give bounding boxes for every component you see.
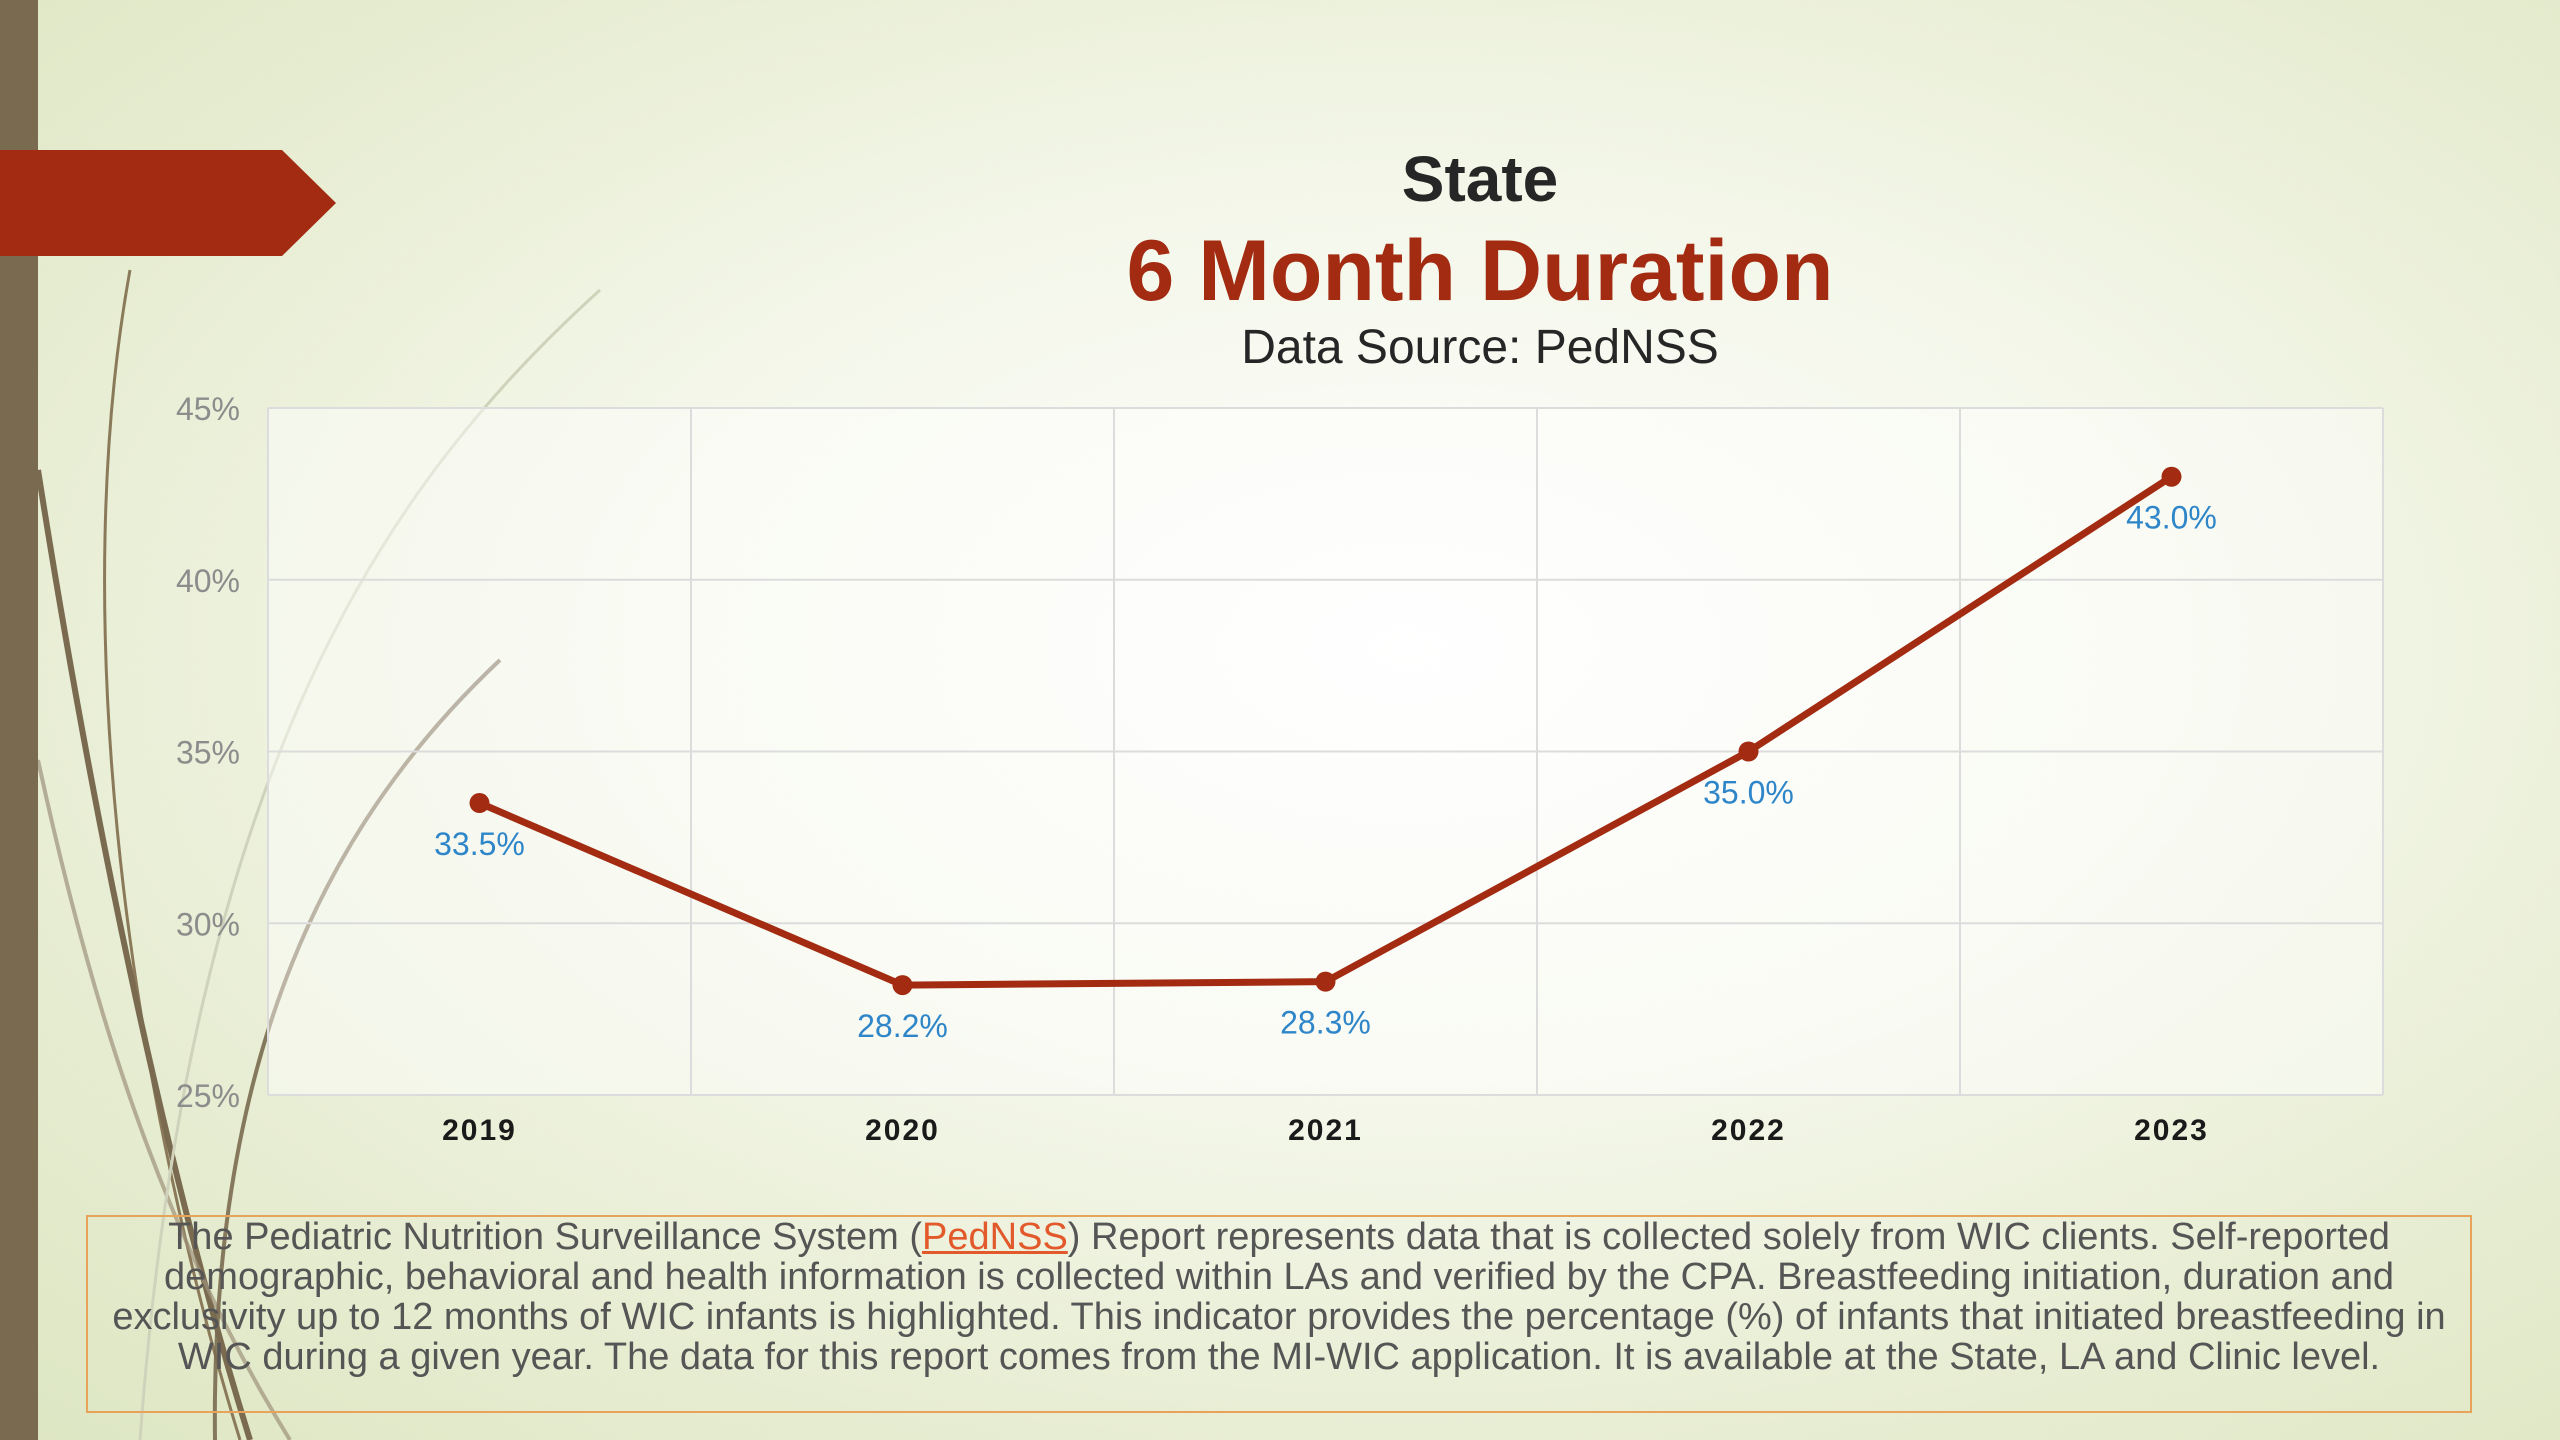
data-label: 28.2% — [857, 1008, 948, 1044]
caption-text-end: ) Report represents data that is collect… — [112, 1216, 2446, 1378]
data-point — [1738, 741, 1759, 762]
data-source-label: Data Source: PedNSS — [1241, 321, 1719, 374]
y-tick-label: 35% — [176, 735, 240, 771]
y-tick-label: 40% — [176, 563, 240, 599]
chart-title: State — [1401, 143, 1559, 215]
x-tick-label: 2019 — [442, 1114, 517, 1147]
data-label: 28.3% — [1280, 1005, 1371, 1041]
x-tick-label: 2023 — [2134, 1114, 2209, 1147]
y-tick-label: 25% — [176, 1078, 240, 1114]
data-label: 35.0% — [1703, 775, 1794, 811]
x-tick-label: 2022 — [1711, 1114, 1786, 1147]
data-label: 43.0% — [2126, 500, 2217, 536]
caption-text-start: The Pediatric Nutrition Surveillance Sys… — [168, 1216, 923, 1258]
chart-subtitle: 6 Month Duration — [1126, 223, 1834, 319]
x-tick-label: 2021 — [1288, 1114, 1363, 1147]
data-point — [469, 793, 490, 814]
y-tick-label: 30% — [176, 906, 240, 942]
y-tick-label: 45% — [176, 391, 240, 427]
x-tick-label: 2020 — [865, 1114, 940, 1147]
pednss-link[interactable]: PedNSS — [922, 1216, 1068, 1258]
title-banner-arrow — [0, 150, 336, 256]
data-label: 33.5% — [434, 826, 525, 862]
data-point — [1315, 971, 1336, 992]
report-description: The Pediatric Nutrition Surveillance Sys… — [86, 1215, 2472, 1413]
data-point — [2161, 466, 2182, 487]
data-point — [892, 975, 913, 996]
